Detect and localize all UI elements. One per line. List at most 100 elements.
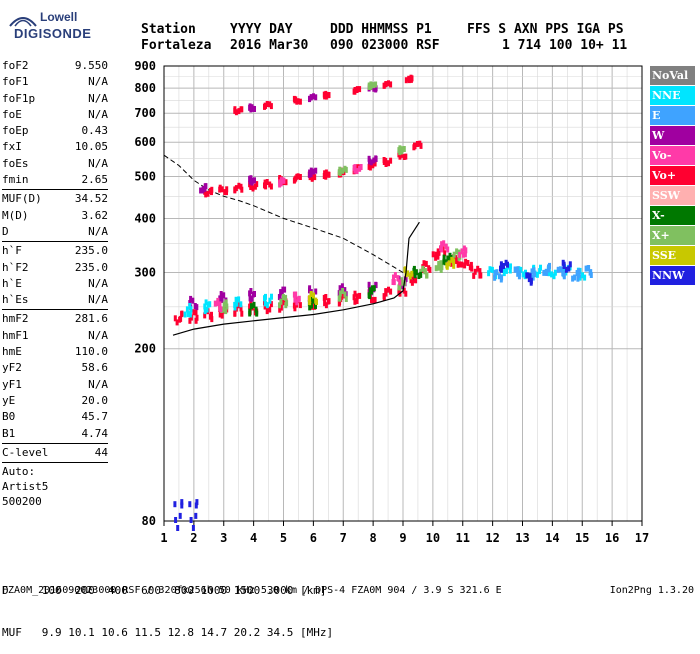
echo-point-x- — [455, 248, 459, 255]
echo-point-x- — [254, 306, 258, 313]
echo-point-vo- — [434, 254, 438, 261]
echo-point-x- — [452, 251, 456, 258]
param-label: hmF1 — [2, 328, 29, 342]
echo-point-vo- — [237, 182, 241, 189]
echo-point-vo- — [206, 190, 210, 197]
echo-point-vo- — [368, 164, 372, 171]
echo-point-vo- — [400, 151, 404, 158]
echo-point-nne — [233, 301, 237, 308]
header-date-value: 2016 Mar30 — [230, 38, 309, 53]
echo-point-nne — [188, 303, 192, 309]
param-value: 110.0 — [74, 345, 108, 359]
echo-point-sse — [410, 270, 414, 277]
echo-point-vo- — [324, 294, 328, 300]
param-row: B1 4.74 — [2, 426, 108, 442]
echo-point-nnw — [194, 512, 198, 519]
echo-point-nnw — [180, 499, 184, 506]
param-row: M(D) 3.62 — [2, 208, 108, 224]
x-tick-label: 16 — [605, 531, 619, 545]
echo-point-w — [193, 303, 197, 309]
echo-point-vo- — [409, 74, 413, 81]
legend-item-sse: SSE — [650, 246, 695, 265]
echo-point-x- — [314, 303, 317, 309]
echo-point-w — [312, 168, 315, 175]
echo-point-w — [251, 291, 255, 298]
y-tick-label: 900 — [134, 59, 156, 73]
echo-point-sse — [309, 291, 313, 297]
echo-point-nne — [263, 300, 267, 307]
echo-point-vo- — [458, 251, 462, 258]
file-info: FZA0M_2016090023000.RSF / 320fx256h 50 k… — [2, 585, 502, 596]
y-tick-label: 700 — [134, 106, 156, 120]
echo-point-e — [558, 266, 562, 273]
param-row: h`E N/A — [2, 276, 108, 292]
autoscaling-info: Auto: — [2, 465, 36, 479]
echo-point-e — [516, 266, 520, 273]
echo-point-w — [203, 185, 207, 192]
echo-point-nnw — [176, 525, 180, 531]
echo-point-vo- — [468, 264, 472, 271]
echo-point-w — [314, 94, 318, 101]
y-tick-label: 800 — [134, 81, 156, 95]
echo-point-vo- — [355, 87, 359, 93]
echo-point-nne — [502, 267, 505, 273]
param-row: yF1 N/A — [2, 377, 108, 393]
echo-point-vo- — [478, 272, 482, 279]
param-row: h`F2 235.0 — [2, 260, 108, 276]
echo-point-vo- — [268, 181, 272, 188]
echo-point-nnw — [499, 261, 503, 268]
echo-point-vo- — [269, 183, 273, 190]
echo-point-vo- — [440, 241, 444, 248]
echo-point-w — [314, 288, 318, 295]
echo-point-w — [280, 289, 284, 296]
param-label: foEp — [2, 124, 29, 138]
echo-point-w — [309, 94, 313, 101]
echo-point-sse — [406, 270, 410, 277]
echo-point-sse — [452, 258, 456, 265]
software-version: Ion2Png 1.3.20 — [609, 585, 694, 596]
echo-point-vo- — [268, 101, 272, 108]
echo-point-nne — [186, 311, 190, 318]
param-label: h`F2 — [2, 260, 29, 274]
echo-point-x- — [398, 145, 402, 152]
x-tick-label: 8 — [370, 531, 377, 545]
param-row: fxI 10.05 — [2, 139, 108, 155]
echo-point-vo- — [265, 101, 269, 107]
echo-point-vo- — [311, 174, 314, 181]
echo-point-x- — [222, 301, 226, 308]
echo-point-nnw — [526, 272, 530, 279]
echo-point-x- — [343, 291, 347, 298]
echo-point-nne — [552, 273, 556, 280]
echo-point-x- — [225, 303, 229, 310]
header-time-value: 090 023000 RSF — [330, 38, 440, 53]
echo-point-x- — [419, 271, 423, 278]
echo-point-vo- — [173, 315, 177, 322]
echo-point-w — [312, 93, 315, 100]
echo-point-x- — [284, 294, 288, 301]
echo-point-vo- — [237, 108, 241, 115]
echo-point-nnw — [174, 517, 178, 523]
echo-point-e — [513, 266, 517, 273]
echo-point-nne — [488, 266, 492, 273]
header-settings-label: FFS S AXN PPS IGA PS — [467, 22, 624, 37]
echo-point-nne — [183, 311, 187, 318]
echo-point-vo- — [279, 177, 283, 184]
param-row: h`F 235.0 — [2, 243, 108, 259]
echo-point-vo- — [293, 97, 297, 104]
echo-point-vo- — [413, 276, 417, 283]
echo-point-e — [493, 274, 497, 281]
echo-point-x- — [437, 260, 441, 267]
legend-item-ssw: SSW — [650, 186, 695, 205]
echo-point-vo- — [402, 154, 406, 160]
echo-point-vo- — [293, 176, 297, 183]
echo-point-x- — [437, 264, 441, 271]
echo-point-sse — [308, 299, 312, 306]
x-tick-label: 11 — [456, 531, 470, 545]
logo-line2: DIGISONDE — [14, 26, 92, 41]
echo-point-vo- — [389, 157, 393, 164]
echo-point-x- — [443, 259, 447, 266]
echo-point-vo- — [298, 302, 302, 309]
legend-item-nnw: NNW — [650, 266, 695, 285]
echo-point-sse — [447, 260, 451, 267]
param-value: 45.7 — [81, 410, 109, 424]
